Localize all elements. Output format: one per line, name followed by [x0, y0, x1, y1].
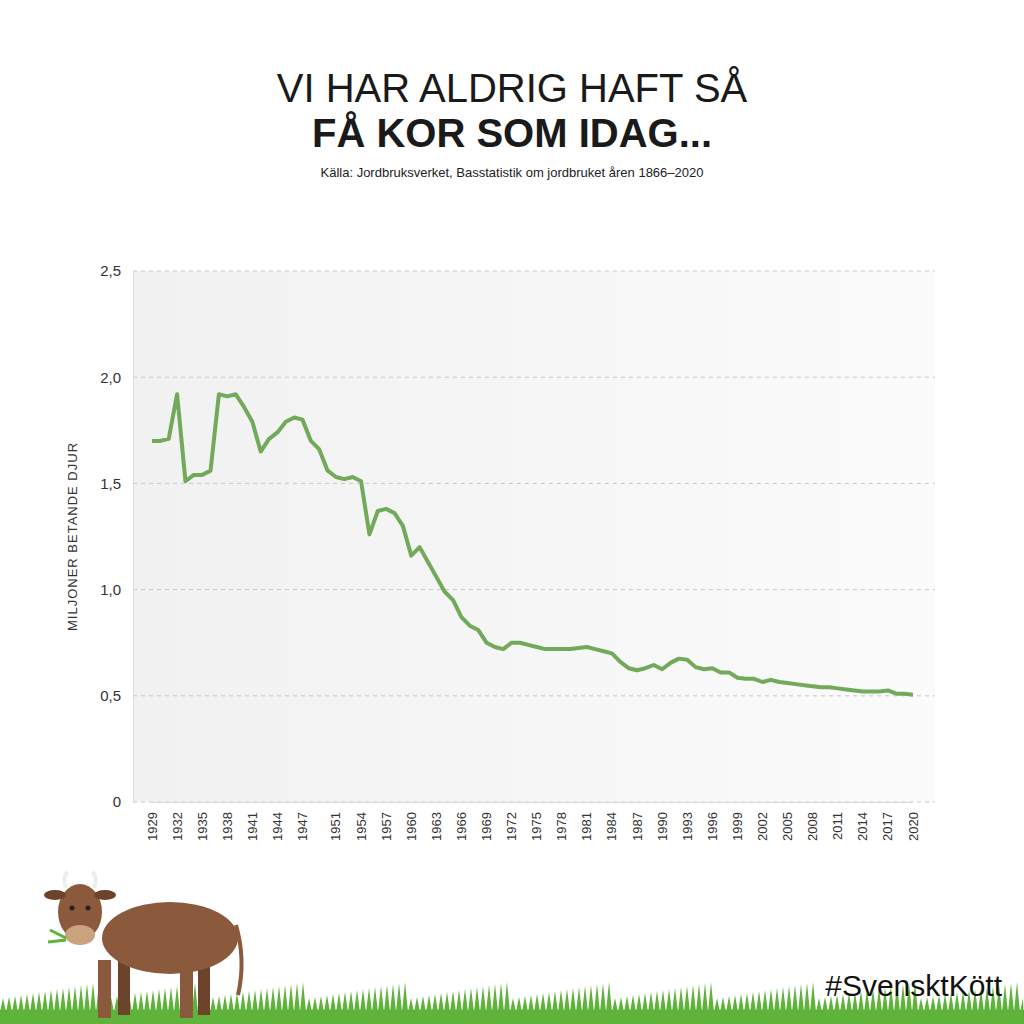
x-tick: 1947 — [295, 802, 310, 841]
x-tick-label: 1932 — [170, 812, 185, 841]
x-tick-label: 1987 — [630, 812, 645, 841]
y-tick: 0 — [113, 793, 133, 810]
x-tick: 1941 — [245, 802, 260, 841]
y-tick-label: 1,0 — [100, 581, 121, 598]
y-axis-title: MILJONER BETANDE DJUR — [65, 442, 80, 631]
x-tick-label: 1969 — [479, 812, 494, 841]
x-tick-label: 1938 — [220, 812, 235, 841]
x-tick-label: 1966 — [454, 812, 469, 841]
x-tick: 2002 — [755, 802, 770, 841]
grid — [133, 271, 935, 802]
x-tick: 1993 — [680, 802, 695, 841]
x-tick-label: 2020 — [906, 812, 921, 841]
chart: VI HAR ALDRIG HAFT SÅFÅ KOR SOM IDAG... K… — [0, 0, 1024, 1024]
x-tick-label: 1999 — [730, 812, 745, 841]
x-tick-label: 1947 — [295, 812, 310, 841]
x-tick-label: 1960 — [404, 812, 419, 841]
y-tick: 1,0 — [100, 581, 133, 598]
x-tick-label: 1941 — [245, 812, 260, 841]
x-tick: 1981 — [579, 802, 594, 841]
x-tick-label: 1954 — [354, 812, 369, 841]
y-tick-label: 0,5 — [100, 687, 121, 704]
x-tick: 1978 — [554, 802, 569, 841]
y-axis-line — [133, 272, 134, 803]
subtitle: Källa: Jordbruksverket, Basstatistik om … — [321, 165, 704, 180]
x-tick-label: 1981 — [579, 812, 594, 841]
x-tick-label: 1951 — [328, 812, 343, 841]
x-tick: 1960 — [404, 802, 419, 841]
x-tick-label: 1993 — [680, 812, 695, 841]
grid-line — [133, 695, 935, 696]
x-tick-label: 1996 — [705, 812, 720, 841]
x-tick: 1957 — [379, 802, 394, 841]
y-tick-label: 2,5 — [100, 262, 121, 279]
x-tick: 1972 — [504, 802, 519, 841]
x-tick: 1938 — [220, 802, 235, 841]
x-tick: 1975 — [529, 802, 544, 841]
line — [152, 394, 913, 695]
y-tick-label: 1,5 — [100, 475, 121, 492]
x-tick: 1954 — [354, 802, 369, 841]
x-tick-label: 1963 — [429, 812, 444, 841]
x-tick: 1990 — [655, 802, 670, 841]
x-tick: 2008 — [805, 802, 820, 841]
title: VI HAR ALDRIG HAFT SÅ — [277, 66, 748, 110]
x-tick-label: 1929 — [145, 812, 160, 841]
x-tick-label: 2008 — [805, 812, 820, 841]
grid-line — [133, 802, 935, 803]
grid-line — [133, 271, 935, 272]
annotation: #SvensktKött — [825, 969, 1002, 1002]
y-tick: 1,5 — [100, 475, 133, 492]
grid-line — [133, 483, 935, 484]
x-tick-label: 1975 — [529, 812, 544, 841]
x-tick-label: 1990 — [655, 812, 670, 841]
x-tick: 2005 — [780, 802, 795, 841]
x-tick-label: 2011 — [830, 812, 845, 840]
y-tick-label: 0 — [113, 793, 121, 810]
title: FÅ KOR SOM IDAG... — [312, 111, 712, 155]
x-tick: 2017 — [880, 802, 895, 841]
x-tick: 1932 — [170, 802, 185, 841]
x-tick: 1944 — [270, 802, 285, 841]
x-tick-label: 2005 — [780, 812, 795, 841]
x-tick: 1996 — [705, 802, 720, 841]
grid-line — [133, 589, 935, 590]
x-axis-line — [153, 802, 914, 803]
y-tick-label: 2,0 — [100, 369, 121, 386]
x-tick: 2020 — [906, 802, 921, 841]
x-tick-label: 1984 — [604, 812, 619, 841]
x-tick: 2014 — [855, 802, 870, 841]
y-tick: 0,5 — [100, 687, 133, 704]
x-tick-label: 1957 — [379, 812, 394, 841]
y-axis: 0 0,5 1,0 1,5 2,0 2,5 — [100, 262, 133, 810]
x-tick: 1999 — [730, 802, 745, 841]
cow — [44, 872, 242, 1018]
x-tick: 1963 — [429, 802, 444, 841]
x-tick: 1951 — [328, 802, 343, 841]
x-tick-label: 1972 — [504, 812, 519, 841]
grid-line — [133, 377, 935, 378]
x-tick: 1935 — [195, 802, 210, 841]
x-tick: 1984 — [604, 802, 619, 841]
x-tick: 1966 — [454, 802, 469, 841]
x-tick: 2011 — [830, 802, 845, 840]
x-tick-label: 1944 — [270, 812, 285, 841]
y-tick: 2,5 — [100, 262, 133, 279]
plot-background — [133, 271, 935, 802]
x-tick: 1969 — [479, 802, 494, 841]
x-tick-label: 2002 — [755, 812, 770, 841]
x-tick-label: 2017 — [880, 812, 895, 841]
plot-area — [152, 394, 913, 695]
x-tick: 1987 — [630, 802, 645, 841]
y-tick: 2,0 — [100, 369, 133, 386]
x-tick-label: 1935 — [195, 812, 210, 841]
x-tick-label: 2014 — [855, 812, 870, 841]
x-tick: 1929 — [145, 802, 160, 841]
x-tick-label: 1978 — [554, 812, 569, 841]
x-axis: 1929 1932 1935 1938 1941 1944 1947 1951 1954 1957… — [145, 802, 921, 841]
